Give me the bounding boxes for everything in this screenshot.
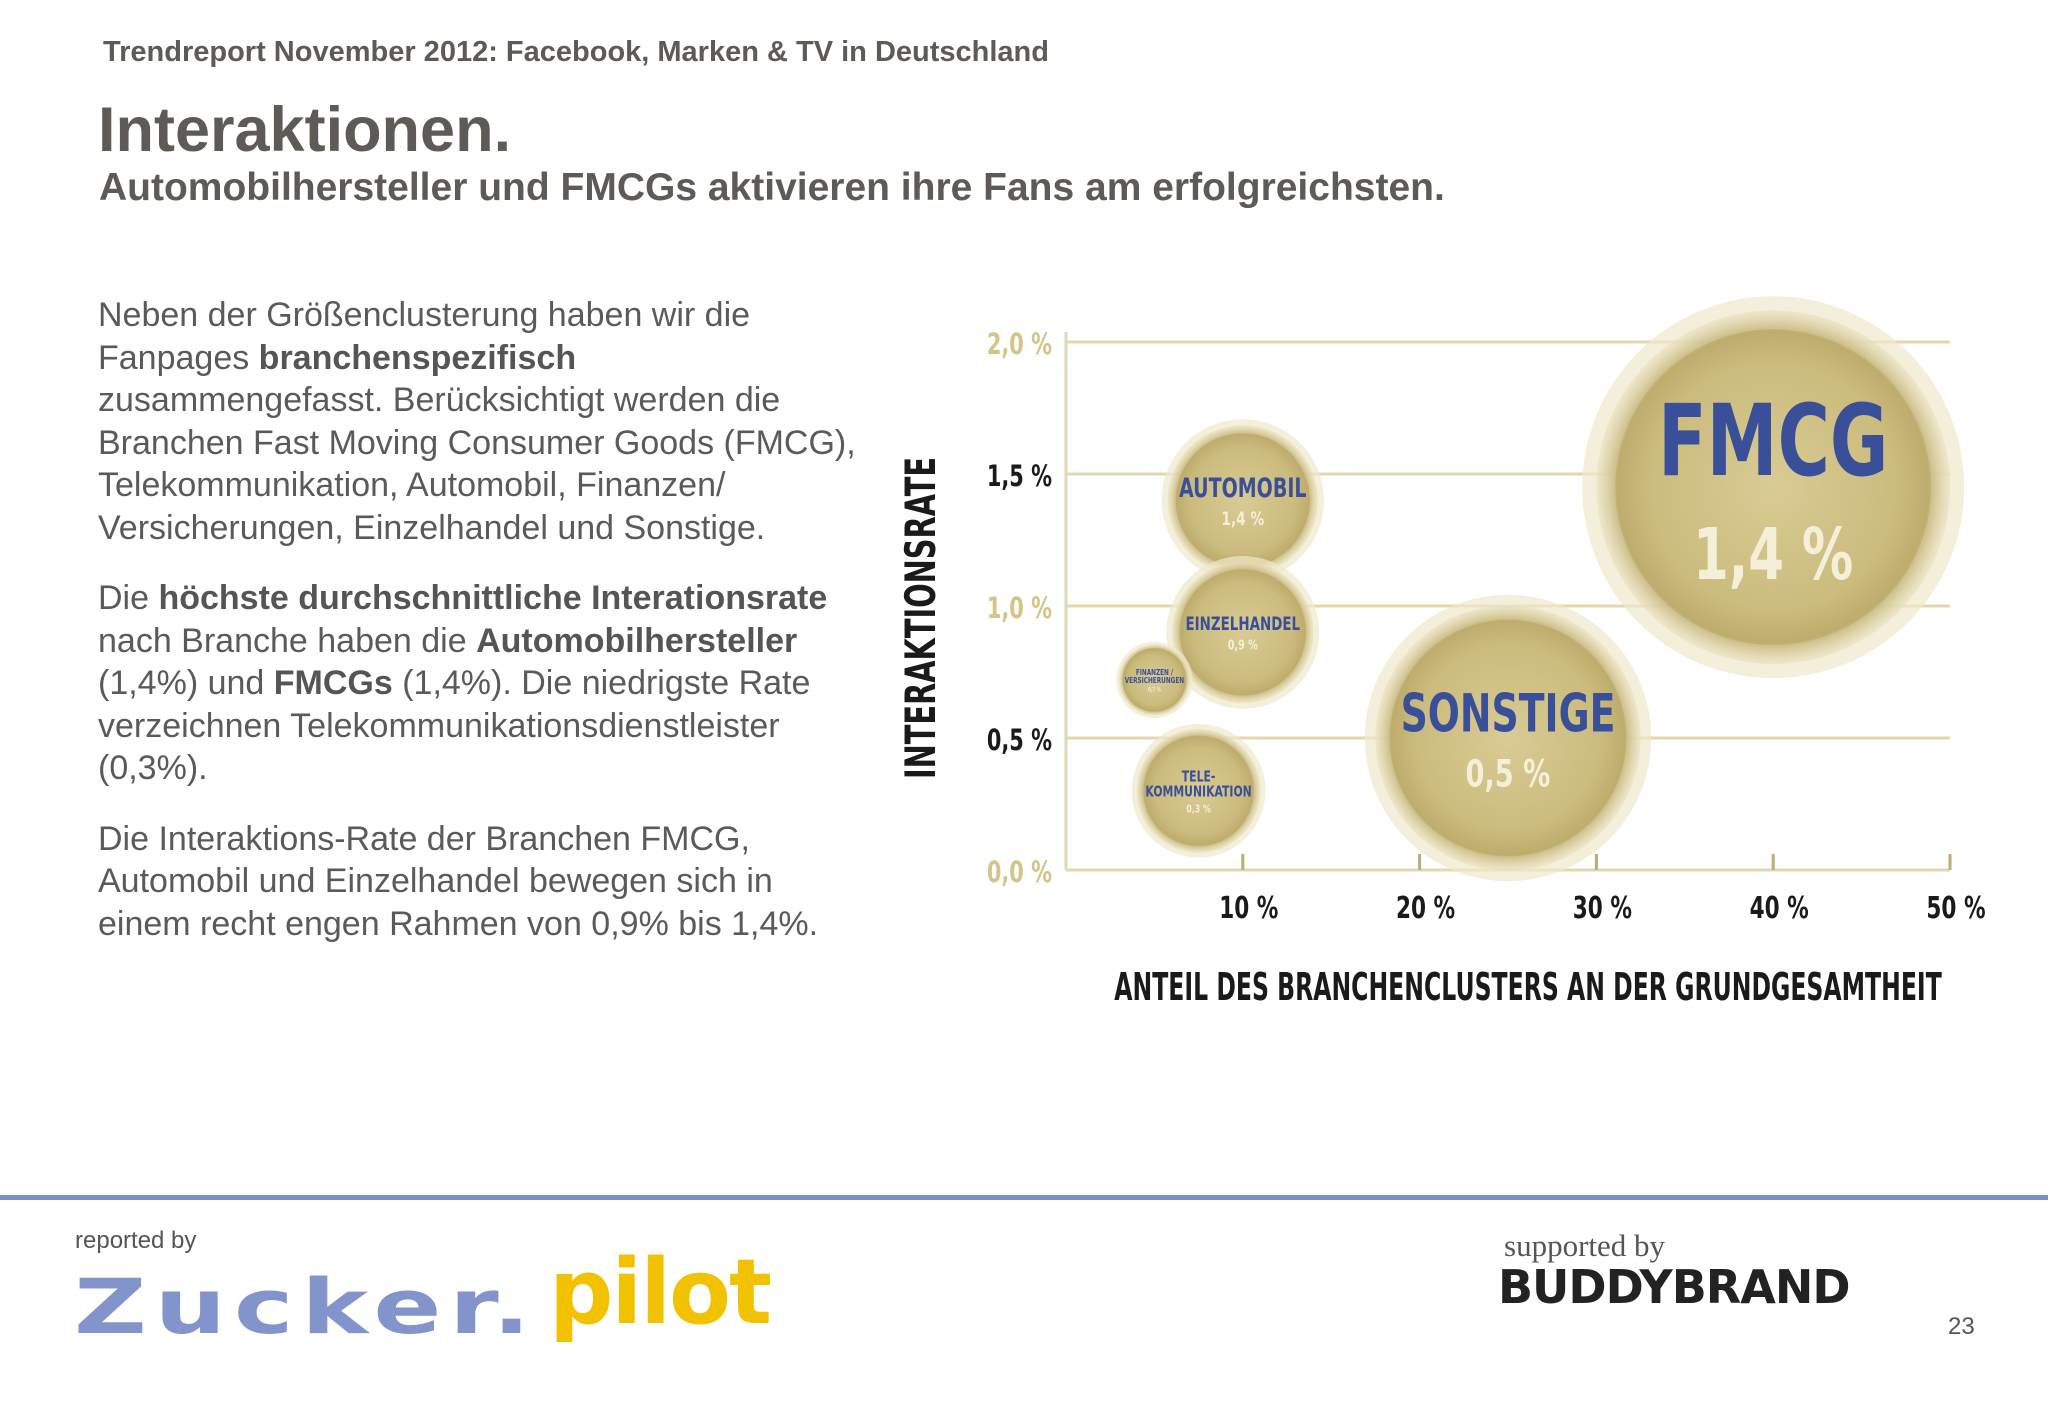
y-tick-label: 0,0 %	[987, 856, 1052, 889]
bubble-value-label: 1,4 %	[1693, 512, 1853, 596]
bubble-value-label: 0,5 %	[1466, 751, 1551, 796]
buddybrand-logo: BUDDYBRAND	[1498, 1260, 1851, 1314]
page-number: 23	[1948, 1313, 1975, 1340]
y-tick-label: 1,5 %	[987, 460, 1052, 493]
bubble-label: AUTOMOBIL	[1179, 474, 1307, 504]
bubble-ring	[1122, 648, 1187, 712]
x-axis-title: ANTEIL DES BRANCHENCLUSTERS AN DER GRUND…	[1114, 966, 1942, 1009]
bubble-label: FINANZEN /	[1136, 668, 1174, 677]
paragraph-3: Die Interaktions-Rate der Branchen FMCG,…	[98, 819, 819, 943]
bubble-circle	[1167, 425, 1318, 576]
bubble-label: TELE-	[1182, 769, 1216, 786]
bubble-ring	[1389, 619, 1627, 857]
y-axis-title: INTERAKTIONSRATE	[898, 457, 946, 779]
footer-divider	[0, 1195, 2048, 1200]
bubble-einzelhandel: EINZELHANDEL 0,9 %	[1166, 556, 1320, 709]
paragraph-1: Neben der Größenclusterung haben wir die…	[98, 296, 856, 547]
page-title: Interaktionen.	[98, 95, 512, 165]
bubble-ring	[1615, 329, 1931, 645]
bubble-circle	[1375, 605, 1641, 871]
x-tick-label: 10 %	[1219, 892, 1278, 926]
y-tick-label: 0,5 %	[987, 724, 1052, 757]
bubble-label: EINZELHANDEL	[1185, 613, 1300, 635]
x-tick-label: 50 %	[1926, 892, 1985, 926]
bubble-fmcg: FMCG 1,4 %	[1582, 296, 1965, 679]
bubble-circle	[1172, 561, 1314, 704]
reported-by-label: reported by	[75, 1227, 197, 1254]
bubble-label: KOMMUNIKATION	[1145, 784, 1251, 801]
bubble-label: VERSICHERUNGEN	[1125, 676, 1185, 685]
bubble-circle	[1136, 728, 1261, 853]
bubble-chart: FMCG 1,4 % SONSTIGE 0,5 % AUTOMOBIL 1,4 % EINZ…	[898, 296, 1986, 1010]
bubble-finanzen-versicherungen: FINANZEN /VERSICHERUNGEN 0,7 %	[1116, 641, 1193, 719]
bubble-label: FMCG	[1658, 384, 1888, 499]
bubble-value-label: 0,9 %	[1228, 637, 1258, 653]
bubble-value-label: 0,7 %	[1148, 687, 1161, 694]
bubble-label: SONSTIGE	[1401, 683, 1616, 744]
x-tick-label: 20 %	[1396, 892, 1455, 926]
y-tick-label: 1,0 %	[987, 592, 1052, 625]
pilot-logo: pilot	[549, 1240, 772, 1345]
zucker-logo: Zucker.	[74, 1262, 539, 1351]
bubble-tele-kommunikation: TELE-KOMMUNIKATION 0,3 %	[1131, 723, 1266, 858]
bubble-automobil: AUTOMOBIL 1,4 %	[1161, 419, 1324, 582]
y-tick-label: 2,0 %	[987, 328, 1052, 361]
bubble-value-label: 1,4 %	[1221, 508, 1264, 530]
x-tick-label: 40 %	[1750, 892, 1809, 926]
bubble-value-label: 0,3 %	[1186, 803, 1211, 816]
bubble-sonstige: SONSTIGE 0,5 %	[1364, 594, 1652, 882]
report-header: Trendreport November 2012: Facebook, Mar…	[103, 36, 1049, 68]
axis-labels: 0,0 % 0,5 % 1,0 % 1,5 % 2,0 % 10 % 20 % 30 % 40 …	[898, 328, 1986, 1010]
body-text: Neben der Größenclusterung haben wir die…	[98, 294, 868, 973]
page-subtitle: Automobilhersteller und FMCGs aktivieren…	[99, 166, 1445, 209]
bubbles: FMCG 1,4 % SONSTIGE 0,5 % AUTOMOBIL 1,4 % EINZ…	[1116, 296, 1965, 882]
supported-by-label: supported by	[1504, 1228, 1666, 1263]
bubble-ring	[1143, 735, 1254, 847]
paragraph-2: Die höchste durchschnittliche Interation…	[98, 579, 828, 787]
bubble-circle	[1596, 310, 1950, 664]
bubble-ring	[1179, 569, 1306, 696]
x-tick-label: 30 %	[1573, 892, 1632, 926]
bubble-circle	[1119, 644, 1190, 716]
